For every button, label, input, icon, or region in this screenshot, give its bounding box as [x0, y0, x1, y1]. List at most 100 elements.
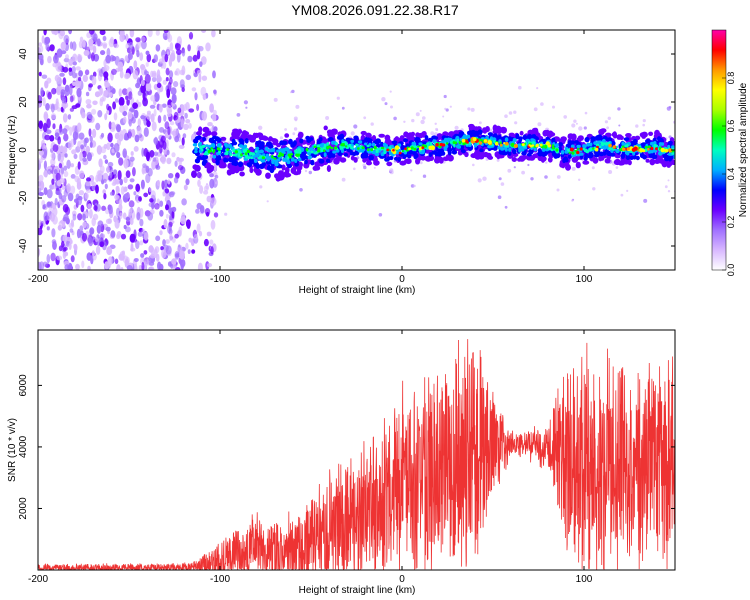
spectrogram-cell: [341, 106, 345, 110]
spectrogram-cell: [164, 121, 170, 130]
spectrogram-cell: [159, 200, 164, 207]
spectrogram-cell: [165, 77, 169, 82]
spectrogram-cell: [153, 151, 159, 157]
spectrogram-cell: [60, 41, 67, 51]
spectrogram-cell: [297, 157, 302, 162]
spectrogram-cell: [202, 126, 210, 133]
spectrogram-xlabel: Height of straight line (km): [299, 285, 416, 296]
spectrogram-cell: [78, 40, 84, 49]
spectrogram-cell: [500, 147, 505, 151]
spectrogram-cell: [165, 67, 170, 76]
spectrogram-cell: [185, 74, 192, 81]
spectrogram-cell: [605, 132, 612, 138]
spectrogram-cell: [64, 264, 71, 270]
spectrogram-cell: [434, 122, 437, 126]
spectrogram-cell: [207, 122, 213, 127]
spectrogram-cell: [120, 233, 127, 240]
spectrogram-cell: [123, 116, 127, 124]
spectrogram-cell: [45, 103, 50, 111]
spectrogram-cell: [69, 95, 74, 103]
spectrogram-cell: [608, 147, 612, 150]
spectrogram-cell: [370, 122, 374, 126]
spectrogram-cell: [203, 238, 209, 247]
spectrogram-cell: [123, 105, 129, 111]
spectrogram-cell: [611, 132, 616, 137]
spectrogram-cell: [477, 178, 482, 183]
spectrogram-cell: [567, 148, 571, 152]
spectrogram-cell: [204, 144, 209, 148]
spectrogram-cell: [103, 193, 107, 200]
spectrogram-cell: [410, 146, 414, 150]
spectrogram-cell: [177, 107, 182, 114]
spectrogram-cell: [559, 162, 564, 168]
spectrogram-cell: [68, 58, 74, 66]
spectrogram-cell: [57, 136, 61, 145]
spectrogram-cell: [298, 131, 304, 138]
spectrogram-cell: [644, 146, 648, 149]
spectrogram-cell: [76, 122, 82, 132]
spectrogram-cell: [626, 147, 630, 151]
spectrogram-cell: [353, 124, 358, 129]
spectrogram-cell: [111, 182, 117, 186]
spectrogram-cell: [169, 121, 175, 126]
x-tick-label: -100: [210, 274, 230, 285]
spectrogram-cell: [41, 35, 45, 44]
spectrogram-cell: [373, 166, 376, 169]
spectrogram-cell: [202, 93, 207, 101]
spectrogram-cell: [136, 212, 141, 221]
spectrogram-cell: [77, 161, 81, 170]
spectrogram-cell: [536, 87, 539, 90]
spectrogram-cell: [535, 144, 539, 148]
spectrogram-cell: [638, 148, 644, 153]
spectrogram-cell: [87, 203, 92, 210]
spectrogram-cell: [92, 252, 97, 261]
spectrogram-cell: [658, 142, 663, 146]
spectrogram-cell: [271, 159, 275, 165]
spectrogram-cell: [71, 149, 77, 155]
spectrogram-cell: [99, 30, 106, 36]
spectrogram-cell: [405, 158, 412, 165]
spectrogram-cell: [54, 74, 60, 82]
spectrogram-cell: [447, 137, 453, 141]
spectrogram-cell: [458, 131, 465, 136]
spectrogram-cell: [255, 168, 262, 176]
spectrogram-cell: [232, 153, 236, 157]
spectrogram-cell: [295, 104, 300, 109]
spectrogram-cell: [308, 147, 314, 151]
spectrogram-cell: [83, 137, 87, 148]
spectrogram-cell: [381, 97, 386, 102]
spectrogram-cell: [299, 138, 304, 144]
spectrogram-cell: [117, 170, 122, 181]
spectrogram-cell: [394, 156, 399, 161]
spectrogram-cell: [406, 134, 411, 139]
spectrogram-cell: [278, 172, 284, 177]
spectrogram-cell: [61, 98, 67, 104]
spectrogram-cell: [88, 128, 92, 137]
spectrogram-cell: [77, 196, 83, 201]
spectrogram-cell: [73, 153, 78, 160]
spectrogram-cell: [220, 136, 227, 141]
spectrogram-cell: [132, 167, 136, 177]
spectrogram-cell: [42, 97, 46, 107]
spectrogram-cell: [204, 150, 209, 154]
spectrogram-cell: [641, 133, 647, 139]
spectrogram-cell: [577, 135, 584, 142]
spectrogram-cell: [196, 131, 202, 136]
spectrogram-cell: [105, 218, 112, 224]
spectrogram-cell: [149, 150, 155, 158]
spectrogram-cell: [363, 165, 367, 170]
spectrogram-cell: [422, 174, 427, 178]
spectrogram-cell: [176, 53, 181, 63]
spectrogram-cell: [154, 92, 160, 102]
spectrogram-cell: [364, 137, 369, 143]
spectrogram-cell: [442, 143, 446, 147]
spectrogram-cell: [62, 66, 69, 73]
spectrogram-cell: [104, 113, 108, 121]
spectrogram-cell: [71, 41, 77, 51]
spectrogram-cell: [113, 174, 117, 179]
spectrogram-cell: [188, 122, 192, 129]
spectrogram-cell: [158, 58, 164, 64]
spectrogram-cell: [537, 150, 543, 157]
spectrogram-cell: [411, 141, 416, 147]
spectrogram-cell: [85, 145, 91, 154]
